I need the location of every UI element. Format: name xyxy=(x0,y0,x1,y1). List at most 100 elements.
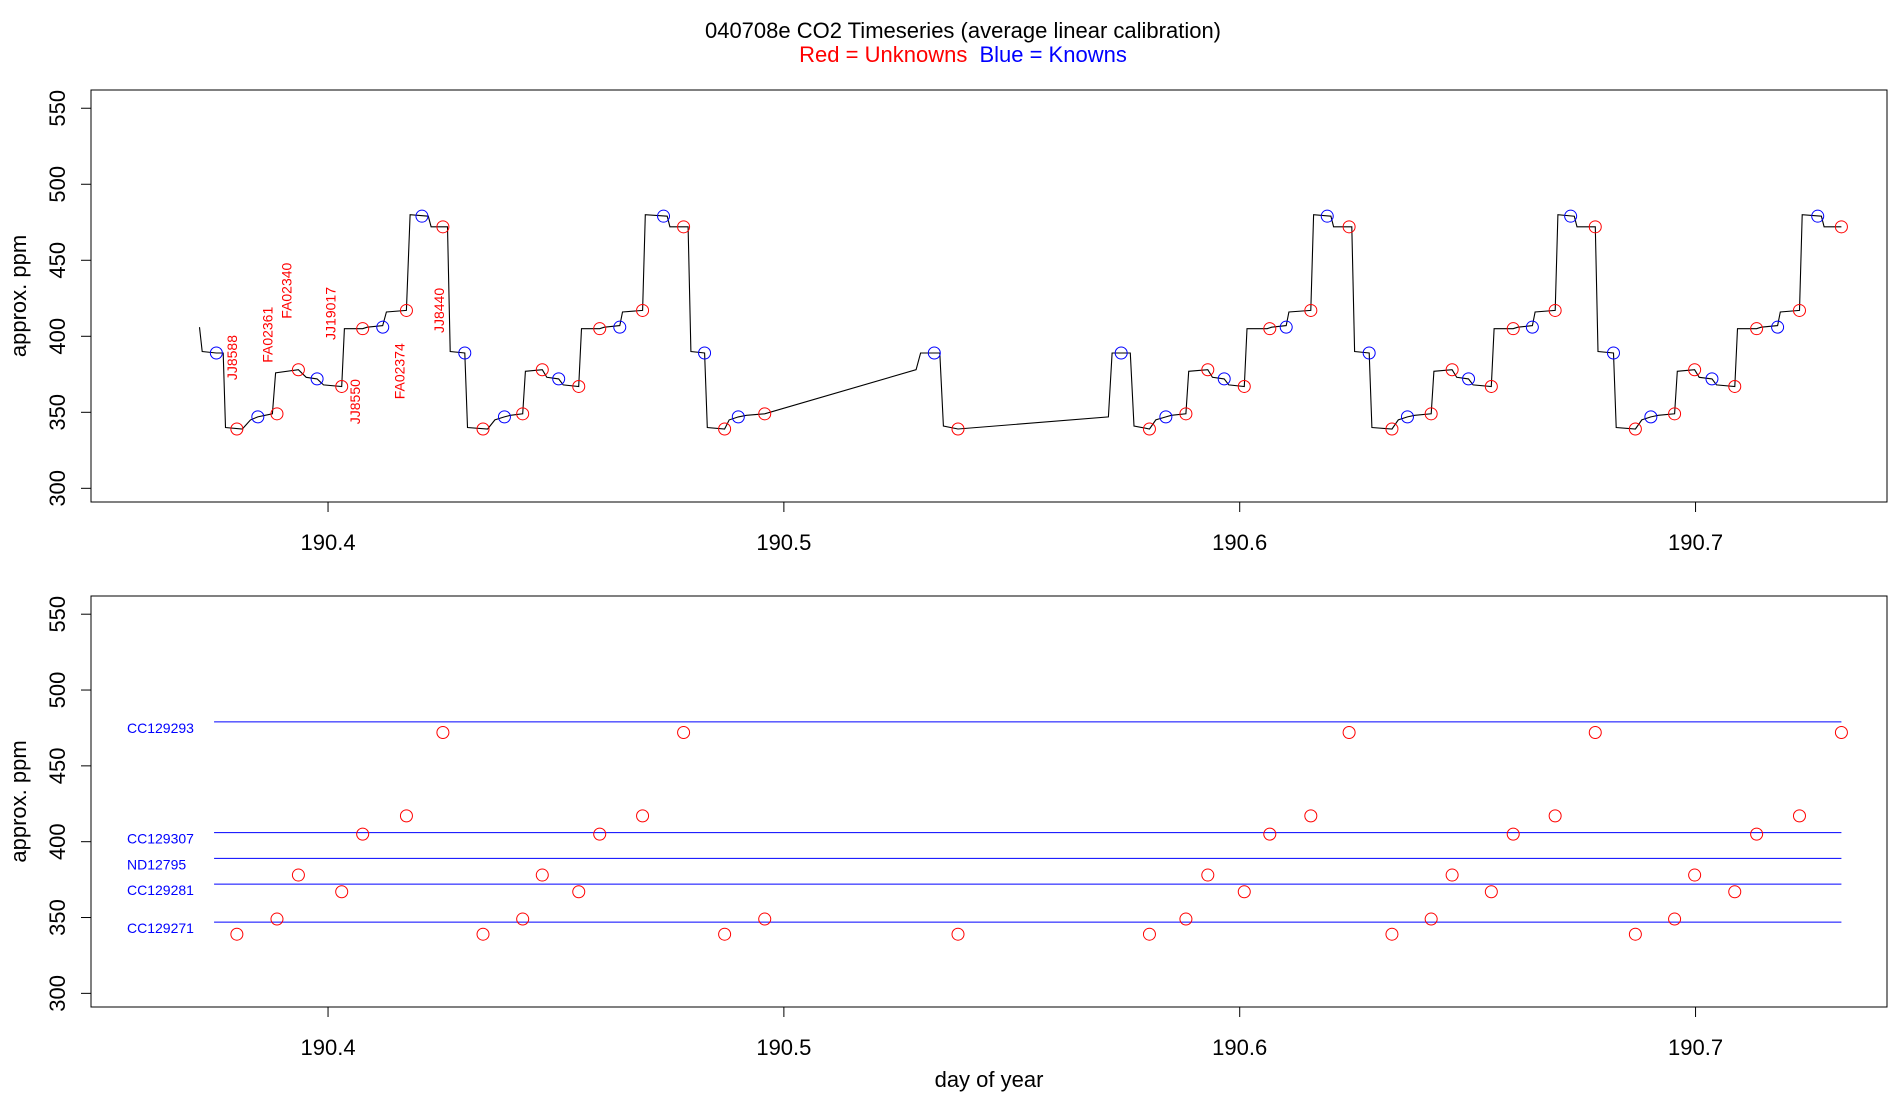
unknown-point xyxy=(1668,407,1682,421)
y-tick-label: 350 xyxy=(45,394,70,431)
unknown-point xyxy=(1445,363,1459,377)
unknown-point xyxy=(335,885,349,899)
known-point xyxy=(552,372,566,386)
subtitle-unknowns: Red = Unknowns xyxy=(799,42,967,67)
unknown-point xyxy=(270,407,284,421)
unknown-point xyxy=(677,725,691,739)
known-point xyxy=(1525,320,1539,334)
unknown-point xyxy=(230,422,244,436)
x-tick-label: 190.6 xyxy=(1212,1035,1267,1060)
known-point xyxy=(1362,346,1376,360)
unknown-point xyxy=(476,422,490,436)
known-point xyxy=(1279,320,1293,334)
unknown-point xyxy=(1548,303,1562,317)
x-tick-label: 190.5 xyxy=(756,530,811,555)
unknown-point xyxy=(1445,868,1459,882)
unknown-point xyxy=(1304,809,1318,823)
known-point xyxy=(1771,320,1785,334)
reference-line-label: ND12795 xyxy=(127,856,186,872)
known-point xyxy=(613,320,627,334)
y-tick-label: 450 xyxy=(45,748,70,785)
known-point xyxy=(1159,410,1173,424)
unknown-point xyxy=(516,407,530,421)
unknown-point xyxy=(356,827,370,841)
known-point xyxy=(497,410,511,424)
reference-line-label: CC129271 xyxy=(127,920,194,936)
unknown-point xyxy=(1304,303,1318,317)
sample-annotation: JJ8588 xyxy=(224,335,240,380)
y-tick-label: 350 xyxy=(45,899,70,936)
unknown-point xyxy=(291,363,305,377)
unknown-point xyxy=(1385,927,1399,941)
unknown-point xyxy=(1688,868,1702,882)
reference-line-label: CC129307 xyxy=(127,831,194,847)
unknown-point xyxy=(572,885,586,899)
y-tick-label: 550 xyxy=(45,90,70,127)
unknown-point xyxy=(1201,363,1215,377)
x-tick-label: 190.4 xyxy=(301,1035,356,1060)
x-tick-label: 190.7 xyxy=(1668,530,1723,555)
known-point xyxy=(1606,346,1620,360)
known-point xyxy=(458,346,472,360)
sample-annotation: FA02361 xyxy=(259,307,275,363)
bottom-panel: 300 350 400 450 500 550 190.4 190.5 190.6 190.7 ap… xyxy=(6,595,1888,1092)
sample-annotation: FA02340 xyxy=(279,262,295,318)
sample-annotation: FA02374 xyxy=(392,343,408,399)
unknown-point xyxy=(270,912,284,926)
unknown-point xyxy=(1728,379,1742,393)
known-point xyxy=(310,372,324,386)
y-tick-label: 450 xyxy=(45,242,70,279)
known-point xyxy=(415,209,429,223)
unknown-point xyxy=(476,927,490,941)
unknown-point xyxy=(1628,422,1642,436)
unknown-point xyxy=(636,809,650,823)
reference-line-label: CC129293 xyxy=(127,720,194,736)
unknown-point xyxy=(1548,809,1562,823)
unknown-point xyxy=(1588,220,1602,234)
unknown-point xyxy=(1142,927,1156,941)
unknown-point xyxy=(1506,827,1520,841)
unknown-point xyxy=(399,303,413,317)
unknown-point xyxy=(1792,809,1806,823)
known-point xyxy=(1705,372,1719,386)
unknown-point xyxy=(1385,422,1399,436)
reference-line-label: CC129281 xyxy=(127,882,194,898)
unknown-point xyxy=(535,868,549,882)
unknown-point xyxy=(636,303,650,317)
unknown-point xyxy=(1688,363,1702,377)
unknown-point xyxy=(1834,725,1848,739)
unknown-point xyxy=(718,422,732,436)
unknown-point xyxy=(593,827,607,841)
unknown-point xyxy=(951,422,965,436)
known-point xyxy=(1320,209,1334,223)
top-panel: 300 350 400 450 500 550 190.4 190.5 190.6 190.7 ap… xyxy=(6,89,1888,555)
unknown-point xyxy=(1237,379,1251,393)
unknown-point xyxy=(1750,827,1764,841)
unknown-point xyxy=(436,220,450,234)
known-point xyxy=(1462,372,1476,386)
unknown-point xyxy=(535,363,549,377)
unknown-point xyxy=(1342,220,1356,234)
unknown-point xyxy=(1792,303,1806,317)
y-tick-label: 500 xyxy=(45,166,70,203)
chart-title: 040708e CO2 Timeseries (average linear c… xyxy=(705,18,1221,43)
unknown-point xyxy=(951,927,965,941)
unknown-point xyxy=(1142,422,1156,436)
unknown-point xyxy=(758,912,772,926)
known-point xyxy=(1644,410,1658,424)
unknown-point xyxy=(516,912,530,926)
known-point xyxy=(698,346,712,360)
known-point xyxy=(1114,346,1128,360)
unknown-point xyxy=(1484,885,1498,899)
chart-subtitle: Red = Unknowns Blue = Knowns xyxy=(799,42,1127,67)
unknown-point xyxy=(1263,322,1277,336)
unknown-point xyxy=(1201,868,1215,882)
known-point xyxy=(1811,209,1825,223)
y-axis-label: approx. ppm xyxy=(6,740,31,862)
y-axis-label: approx. ppm xyxy=(6,235,31,357)
known-point xyxy=(1564,209,1578,223)
unknown-point xyxy=(399,809,413,823)
unknown-point xyxy=(593,322,607,336)
y-tick-label: 500 xyxy=(45,672,70,709)
